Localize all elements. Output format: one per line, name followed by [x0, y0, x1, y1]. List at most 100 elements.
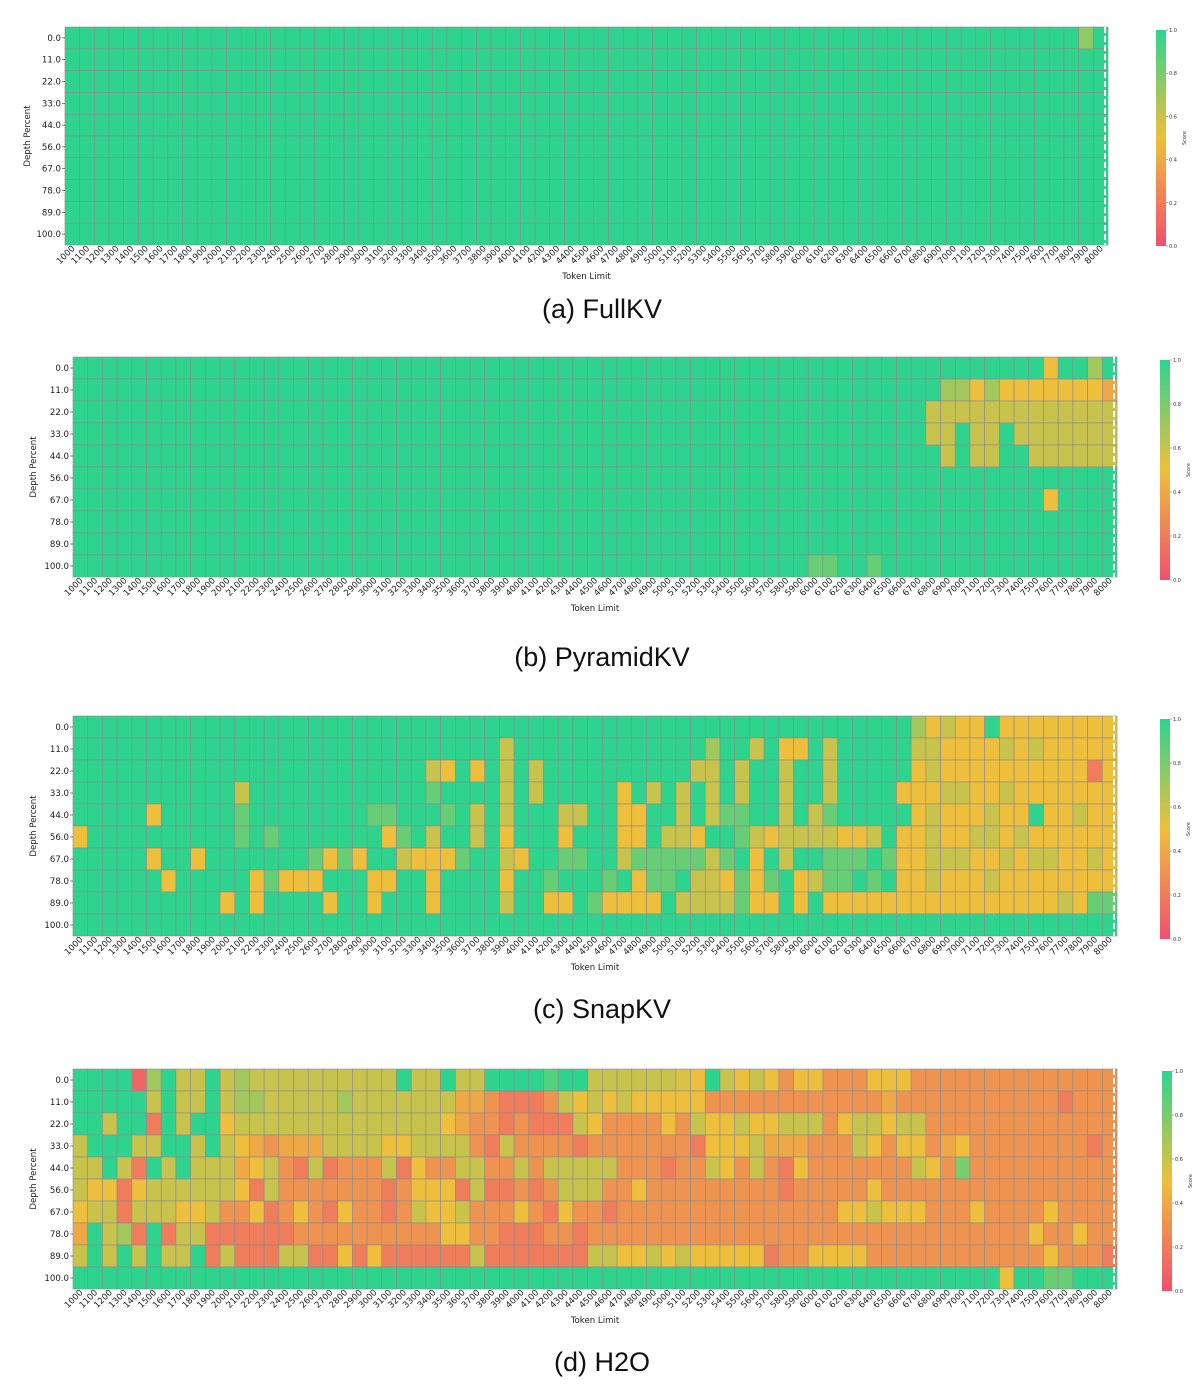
heatmap-cell: [916, 70, 933, 93]
heatmap-cell: [872, 179, 888, 202]
heatmap-cell: [440, 488, 456, 512]
heatmap-cell: [852, 891, 868, 915]
heatmap-cell: [631, 422, 647, 446]
heatmap-cell: [925, 1068, 941, 1092]
heatmap-cell: [769, 70, 786, 93]
heatmap-cell: [520, 48, 536, 71]
heatmap-cell: [1057, 1090, 1074, 1114]
heatmap-cell: [205, 400, 221, 424]
heatmap-cell: [307, 444, 324, 468]
heatmap-cell: [484, 1178, 500, 1202]
heatmap-cell: [631, 356, 647, 380]
heatmap-cell: [543, 891, 559, 915]
heatmap-cell: [557, 847, 574, 871]
heatmap-cell: [131, 1200, 147, 1224]
heatmap-cell: [205, 825, 221, 849]
heatmap-cell: [1057, 532, 1074, 556]
heatmap-cell: [749, 422, 765, 446]
heatmap-cell: [946, 135, 962, 159]
heatmap-cell: [763, 869, 780, 893]
heatmap-cell: [190, 510, 206, 534]
heatmap-cell: [969, 891, 985, 915]
heatmap-cell: [660, 1156, 677, 1180]
heatmap-cell: [425, 444, 441, 468]
heatmap-cell: [593, 113, 609, 137]
heatmap-cell: [205, 510, 221, 534]
heatmap-cell: [557, 1068, 574, 1092]
heatmap-cell: [314, 201, 330, 224]
heatmap-cell: [205, 1090, 221, 1114]
heatmap-cell: [1019, 113, 1035, 137]
heatmap-cell: [87, 400, 103, 424]
heatmap-cell: [381, 488, 397, 512]
heatmap-cell: [999, 1156, 1015, 1180]
y-tick-label: 11.0: [50, 1098, 69, 1108]
heatmap-cell: [587, 869, 603, 893]
heatmap-cell: [263, 1266, 280, 1290]
heatmap-cell: [887, 157, 903, 180]
heatmap-cell: [828, 157, 844, 180]
heatmap-cell: [196, 113, 213, 137]
heatmap-cell: [1043, 1244, 1059, 1268]
heatmap-cell: [1004, 26, 1021, 50]
heatmap-cell: [329, 26, 345, 50]
heatmap-cell: [440, 781, 456, 805]
heatmap-cell: [314, 157, 330, 180]
heatmap-cell: [660, 737, 677, 761]
heatmap-cell: [837, 847, 853, 871]
heatmap-cell: [881, 510, 897, 534]
heatmap-cell: [211, 201, 227, 224]
heatmap-cell: [646, 400, 662, 424]
heatmap-cell: [131, 1244, 147, 1268]
heatmap-cell: [572, 532, 588, 556]
heatmap-cell: [190, 1112, 206, 1136]
heatmap-cell: [425, 1156, 441, 1180]
heatmap-cell: [910, 1134, 927, 1158]
y-tick-label: 67.0: [50, 496, 69, 506]
heatmap-cell: [602, 1156, 618, 1180]
heatmap-cell: [1057, 488, 1074, 512]
heatmap-cell: [646, 422, 662, 446]
heatmap-cell: [102, 356, 118, 380]
heatmap-cell: [637, 179, 653, 202]
heatmap-cell: [116, 803, 133, 827]
heatmap-cell: [513, 510, 530, 534]
heatmap-cell: [1072, 422, 1088, 446]
heatmap-cell: [778, 803, 794, 827]
heatmap-cell: [1019, 48, 1035, 71]
heatmap-cell: [322, 510, 338, 534]
heatmap-cell: [690, 400, 706, 424]
heatmap-cell: [984, 422, 1000, 446]
heatmap-cell: [769, 179, 786, 202]
heatmap-cell: [484, 466, 500, 490]
heatmap-cell: [940, 444, 956, 468]
heatmap-cell: [969, 1266, 985, 1290]
heatmap-cell: [646, 488, 662, 512]
heatmap-cell: [740, 157, 756, 180]
heatmap-cell: [778, 1134, 794, 1158]
heatmap-cell: [704, 356, 721, 380]
heatmap-cell: [940, 1200, 956, 1224]
heatmap-cell: [807, 737, 824, 761]
heatmap-cell: [87, 1134, 103, 1158]
heatmap-cell: [146, 444, 162, 468]
heatmap-cell: [622, 222, 639, 246]
heatmap-cell: [666, 48, 683, 71]
heatmap-cell: [196, 26, 213, 50]
heatmap-cell: [322, 715, 338, 739]
heatmap-cell: [307, 891, 324, 915]
heatmap-cell: [852, 532, 868, 556]
heatmap-cell: [116, 1068, 133, 1092]
heatmap-cell: [1019, 179, 1035, 202]
heatmap-cell: [190, 737, 206, 761]
heatmap-cell: [690, 737, 706, 761]
heatmap-cell: [793, 781, 809, 805]
heatmap-cell: [1087, 737, 1103, 761]
heatmap-cell: [293, 466, 309, 490]
heatmap-cell: [1013, 1068, 1030, 1092]
heatmap-cell: [190, 825, 206, 849]
heatmap-cell: [410, 444, 427, 468]
heatmap-cell: [969, 400, 985, 424]
heatmap-cell: [72, 781, 88, 805]
heatmap-cell: [719, 466, 735, 490]
